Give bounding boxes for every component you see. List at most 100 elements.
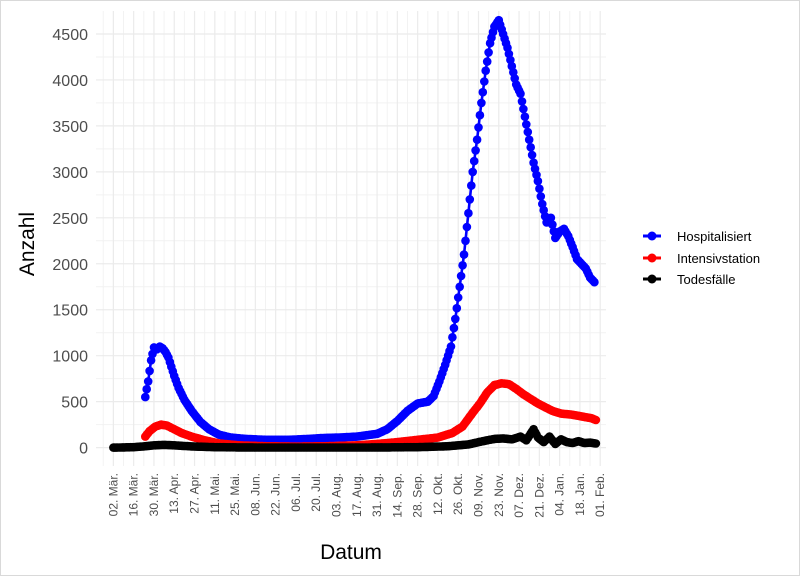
data-point bbox=[458, 261, 467, 270]
data-point bbox=[484, 48, 493, 57]
series-layer bbox=[109, 15, 601, 452]
y-tick-label: 1000 bbox=[52, 349, 88, 366]
data-point bbox=[526, 143, 535, 152]
x-tick-label: 14. Sep. bbox=[390, 473, 404, 518]
y-tick-label: 2500 bbox=[52, 211, 88, 228]
data-point bbox=[535, 184, 544, 193]
data-point bbox=[472, 135, 482, 144]
data-point bbox=[546, 213, 556, 223]
data-point bbox=[478, 87, 488, 97]
data-point bbox=[524, 135, 534, 144]
y-tick-label: 500 bbox=[61, 395, 88, 412]
data-point bbox=[519, 104, 528, 114]
x-tick-label: 30. Mär. bbox=[147, 473, 161, 516]
data-point bbox=[516, 89, 525, 98]
data-point bbox=[475, 110, 485, 120]
x-tick-label: 03. Aug. bbox=[330, 473, 344, 517]
data-point bbox=[467, 181, 476, 190]
y-tick-label: 1500 bbox=[52, 303, 88, 320]
data-point bbox=[143, 377, 153, 386]
data-point bbox=[520, 112, 530, 121]
legend-item-todesfaelle: Todesfälle bbox=[643, 272, 736, 287]
legend-item-hospitalisiert: Hospitalisiert bbox=[643, 229, 752, 244]
y-axis-title: Anzahl bbox=[16, 212, 39, 276]
x-tick-label: 18. Jan. bbox=[573, 473, 587, 516]
data-point bbox=[455, 282, 465, 292]
legend-label-intensivstation: Intensivstation bbox=[677, 251, 760, 266]
series-line bbox=[144, 17, 596, 442]
data-point bbox=[471, 146, 480, 155]
legend-label-todesfaelle: Todesfälle bbox=[677, 272, 736, 287]
x-tick-label: 26. Okt. bbox=[451, 473, 465, 515]
x-tick-label: 08. Jun. bbox=[248, 473, 262, 516]
x-tick-label: 28. Sep. bbox=[411, 473, 425, 518]
data-point bbox=[536, 192, 546, 201]
x-tick-label: 25. Mai. bbox=[228, 473, 242, 516]
data-point bbox=[468, 167, 478, 177]
data-point bbox=[462, 222, 472, 232]
legend-item-intensivstation: Intensivstation bbox=[643, 251, 760, 266]
y-axis: 0 500 1000 1500 2000 2500 3000 3500 4000 4500 bbox=[52, 27, 88, 458]
x-tick-label: 06. Jul. bbox=[289, 473, 303, 512]
x-tick-label: 13. Apr. bbox=[167, 473, 181, 514]
y-tick-label: 4000 bbox=[52, 73, 88, 90]
y-tick-label: 2000 bbox=[52, 257, 88, 274]
data-point bbox=[517, 97, 527, 106]
data-point bbox=[146, 356, 156, 365]
data-point bbox=[452, 303, 462, 313]
x-tick-label: 07. Dez. bbox=[512, 473, 526, 518]
data-point bbox=[482, 57, 492, 66]
grid-lines bbox=[96, 11, 606, 466]
data-point bbox=[456, 271, 466, 281]
x-tick-label: 27. Apr. bbox=[188, 473, 202, 514]
data-point bbox=[469, 156, 479, 166]
data-point bbox=[446, 342, 456, 351]
y-tick-label: 3500 bbox=[52, 119, 88, 136]
x-tick-label: 22. Jun. bbox=[269, 473, 283, 516]
x-axis: 02. Mär. 16. Mär. 30. Mär. 13. Apr. 27. Apr.… bbox=[106, 473, 607, 518]
data-point bbox=[459, 250, 469, 259]
data-point bbox=[590, 277, 599, 287]
x-tick-label: 16. Mär. bbox=[127, 473, 141, 516]
y-tick-label: 0 bbox=[79, 441, 88, 458]
data-point bbox=[465, 195, 475, 204]
data-point bbox=[141, 392, 150, 402]
x-axis-title: Datum bbox=[320, 541, 382, 564]
data-point bbox=[523, 127, 533, 137]
data-point bbox=[449, 323, 459, 333]
data-point bbox=[481, 66, 491, 75]
data-point bbox=[480, 77, 489, 86]
x-tick-label: 09. Nov. bbox=[472, 473, 486, 517]
legend: Hospitalisiert Intensivstation Todesfäll… bbox=[643, 229, 760, 287]
data-point bbox=[591, 439, 601, 448]
data-point bbox=[464, 208, 473, 218]
x-tick-label: 31. Aug. bbox=[370, 473, 384, 517]
data-point bbox=[533, 176, 543, 186]
x-tick-label: 04. Jan. bbox=[553, 473, 567, 516]
legend-label-hospitalisiert: Hospitalisiert bbox=[677, 229, 752, 244]
data-point bbox=[453, 293, 463, 302]
data-point bbox=[474, 123, 483, 132]
y-tick-label: 3000 bbox=[52, 165, 88, 182]
x-tick-label: 11. Mai. bbox=[208, 473, 222, 515]
data-point bbox=[522, 120, 531, 129]
series-2 bbox=[109, 424, 601, 452]
x-tick-label: 17. Aug. bbox=[350, 473, 364, 517]
data-point bbox=[548, 220, 557, 229]
data-point bbox=[527, 150, 537, 160]
x-tick-label: 01. Feb. bbox=[593, 473, 607, 517]
x-tick-label: 20. Jul. bbox=[309, 473, 323, 512]
data-point bbox=[461, 236, 470, 246]
data-point bbox=[448, 333, 457, 342]
x-tick-label: 21. Dez. bbox=[532, 473, 546, 518]
x-tick-label: 02. Mär. bbox=[106, 473, 120, 516]
data-point bbox=[145, 366, 154, 376]
data-point bbox=[477, 98, 486, 108]
x-tick-label: 23. Nov. bbox=[492, 473, 506, 517]
data-point bbox=[142, 384, 151, 394]
data-point bbox=[591, 415, 601, 425]
x-tick-label: 12. Okt. bbox=[431, 473, 445, 515]
data-point bbox=[451, 314, 460, 324]
